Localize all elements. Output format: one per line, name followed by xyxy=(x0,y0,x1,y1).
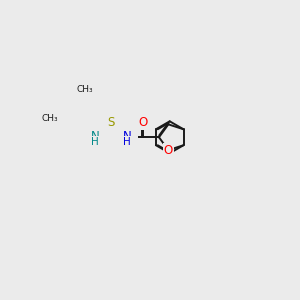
Text: H: H xyxy=(123,136,131,147)
Text: N: N xyxy=(123,130,131,142)
Text: N: N xyxy=(91,130,100,142)
Text: CH₃: CH₃ xyxy=(41,114,58,123)
Text: H: H xyxy=(92,136,99,147)
Text: S: S xyxy=(107,116,115,129)
Text: CH₃: CH₃ xyxy=(76,85,93,94)
Text: O: O xyxy=(164,144,173,157)
Text: O: O xyxy=(138,116,148,129)
